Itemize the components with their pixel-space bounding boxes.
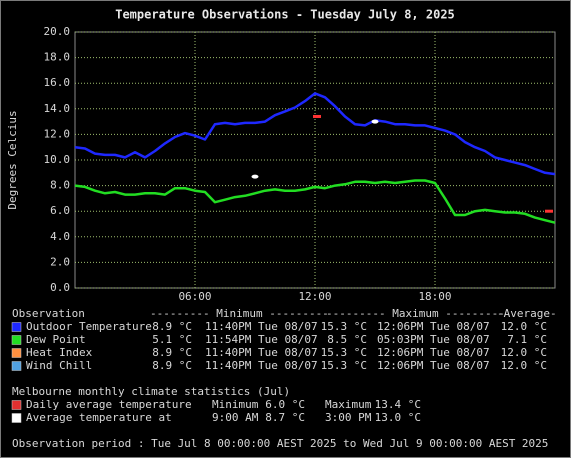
min-value: 5.1 °C [152, 333, 192, 346]
min-time: 11:40PM Tue 08/07 [205, 359, 318, 372]
row-name: Dew Point [26, 333, 86, 346]
x-tick-label: 18:00 [418, 290, 451, 303]
min-time: 11:40PM Tue 08/07 [205, 346, 318, 359]
min-value: 8.9 °C [152, 320, 192, 333]
climate-a-value: 6.0 °C [265, 398, 305, 411]
climate-b-value: 13.0 °C [375, 411, 421, 424]
climate-b-value: 13.4 °C [375, 398, 421, 411]
legend-swatch [11, 322, 22, 332]
climate-label: Average temperature at [26, 411, 172, 424]
avg-value: 7.1 °C [507, 333, 547, 346]
avg-value: 12.0 °C [501, 320, 547, 333]
marker [313, 114, 321, 118]
max-value: 15.3 °C [321, 346, 367, 359]
climate-b: Maximum [325, 398, 372, 411]
row-name: Outdoor Temperature [26, 320, 152, 333]
min-value: 8.9 °C [152, 359, 192, 372]
x-tick-label: 06:00 [178, 290, 211, 303]
climate-a: Minimum [212, 398, 259, 411]
series-line [74, 92, 556, 176]
max-time: 05:03PM Tue 08/07 [377, 333, 490, 346]
max-value: 15.3 °C [321, 359, 367, 372]
y-tick-label: 18.0 [44, 51, 71, 64]
row-name: Wind Chill [26, 359, 92, 372]
climate-b: 3:00 PM [325, 411, 372, 424]
climate-a-value: 8.7 °C [265, 411, 305, 424]
marker [545, 209, 553, 213]
legend-swatch [11, 348, 22, 358]
table-header: Observation [12, 307, 85, 320]
table-header: -Average- [497, 307, 557, 320]
max-time: 12:06PM Tue 08/07 [377, 359, 490, 372]
chart-title: Temperature Observations - Tuesday July … [115, 8, 455, 22]
marker [251, 174, 259, 179]
climate-label: Daily average temperature [26, 398, 192, 411]
y-tick-label: 2.0 [50, 255, 70, 268]
legend-swatch [11, 361, 22, 371]
y-tick-label: 6.0 [50, 204, 70, 217]
table-header: --------- Maximum --------- [326, 307, 505, 320]
min-value: 8.9 °C [152, 346, 192, 359]
y-tick-label: 10.0 [44, 153, 71, 166]
min-time: 11:54PM Tue 08/07 [205, 333, 318, 346]
legend-swatch [11, 335, 22, 345]
y-tick-label: 4.0 [50, 230, 70, 243]
x-tick-label: 12:00 [298, 290, 331, 303]
y-tick-label: 20.0 [44, 25, 71, 38]
footer: Observation period : Tue Jul 8 00:00:00 … [12, 437, 548, 450]
legend-swatch [11, 400, 22, 410]
y-axis-label: Degrees Celcius [6, 110, 19, 209]
y-tick-label: 16.0 [44, 76, 71, 89]
y-tick-label: 0.0 [50, 281, 70, 294]
min-time: 11:40PM Tue 08/07 [205, 320, 318, 333]
y-tick-label: 8.0 [50, 179, 70, 192]
avg-value: 12.0 °C [501, 359, 547, 372]
max-value: 8.5 °C [327, 333, 367, 346]
avg-value: 12.0 °C [501, 346, 547, 359]
climate-a: 9:00 AM [212, 411, 259, 424]
legend-swatch [11, 413, 22, 423]
max-value: 15.3 °C [321, 320, 367, 333]
max-time: 12:06PM Tue 08/07 [377, 346, 490, 359]
max-time: 12:06PM Tue 08/07 [377, 320, 490, 333]
y-tick-label: 14.0 [44, 102, 71, 115]
marker [371, 119, 379, 124]
row-name: Heat Index [26, 346, 93, 359]
y-tick-label: 12.0 [44, 127, 71, 140]
climate-title: Melbourne monthly climate statistics (Ju… [12, 385, 290, 398]
table-header: --------- Minimum --------- [150, 307, 329, 320]
series-line [74, 179, 556, 224]
